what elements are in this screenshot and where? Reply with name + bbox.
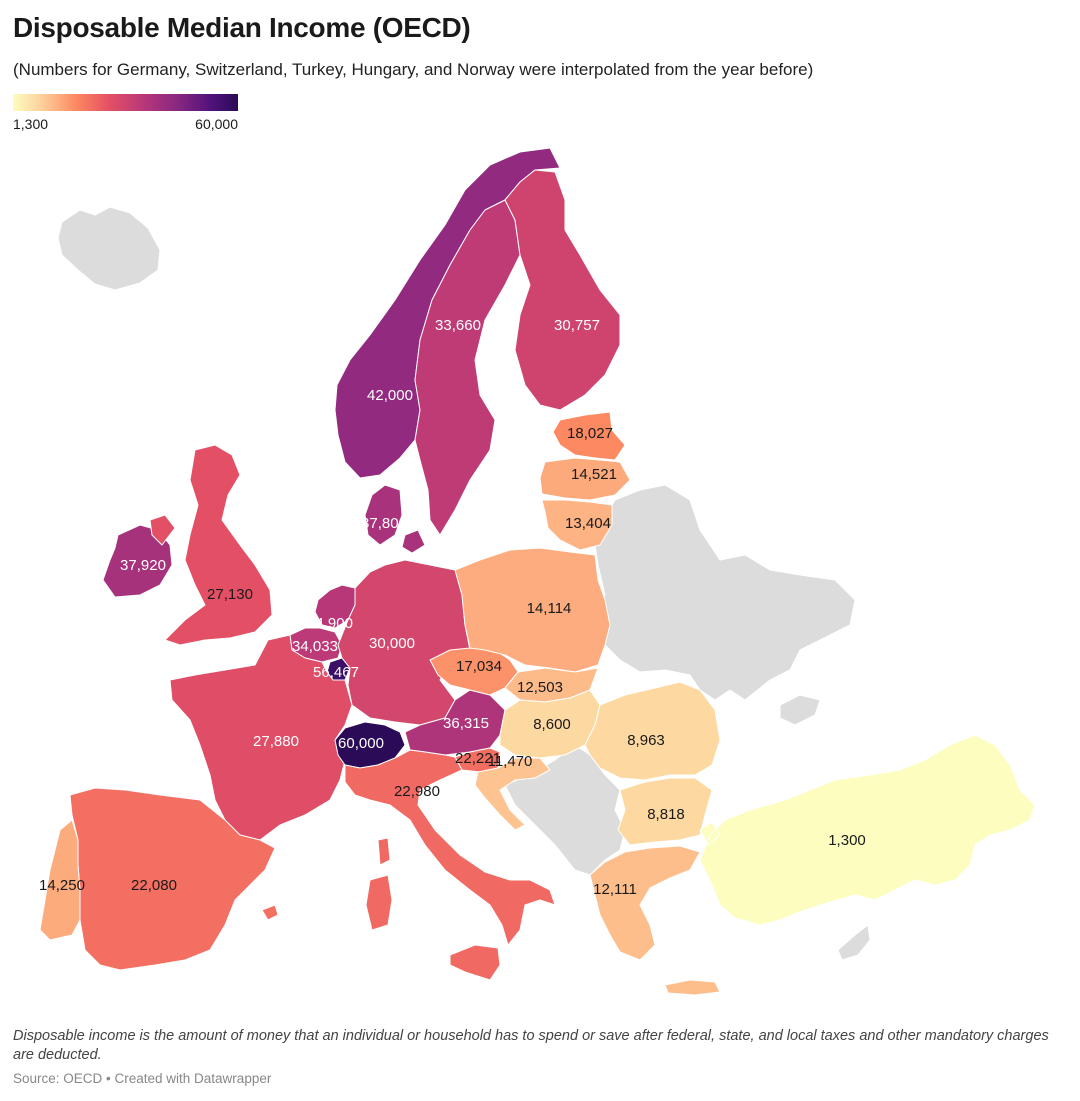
region-label-denmark: 37,800 bbox=[361, 515, 407, 532]
color-legend: 1,300 60,000 bbox=[13, 94, 238, 132]
region-greece[interactable] bbox=[589, 845, 721, 996]
region-label-portugal: 14,250 bbox=[39, 877, 85, 894]
region-label-slovakia: 12,503 bbox=[517, 679, 563, 696]
legend-gradient-bar bbox=[13, 94, 238, 111]
region-finland[interactable] bbox=[504, 169, 621, 411]
footnote: Disposable income is the amount of money… bbox=[13, 1028, 1049, 1063]
region-cyprus[interactable] bbox=[837, 924, 871, 961]
region-latvia[interactable] bbox=[552, 411, 626, 461]
region-label-latvia: 18,027 bbox=[567, 425, 613, 442]
region-romania[interactable] bbox=[584, 681, 721, 781]
region-italy[interactable] bbox=[344, 749, 556, 981]
region-turkey[interactable] bbox=[699, 734, 1036, 926]
region-label-germany: 30,000 bbox=[369, 635, 415, 652]
region-label-united-kingdom: 27,130 bbox=[207, 586, 253, 603]
region-label-croatia: 11,470 bbox=[488, 753, 533, 770]
europe-map: 42,000 33,660 30,757 18,027 14,521 13,40… bbox=[39, 147, 1036, 996]
region-label-italy: 22,980 bbox=[394, 783, 440, 800]
region-label-switzerland: 60,000 bbox=[338, 735, 384, 752]
region-label-austria: 36,315 bbox=[443, 715, 489, 732]
region-slovenia[interactable] bbox=[454, 747, 501, 773]
region-baltic-middle[interactable] bbox=[539, 457, 631, 501]
region-label-lithuania: 13,404 bbox=[565, 515, 611, 532]
legend-max-label: 60,000 bbox=[195, 116, 238, 132]
region-label-ireland: 37,920 bbox=[120, 557, 166, 574]
region-label-czechia: 17,034 bbox=[456, 658, 502, 675]
region-bulgaria[interactable] bbox=[617, 777, 713, 846]
region-label-turkey: 1,300 bbox=[828, 832, 866, 849]
chart-subtitle: (Numbers for Germany, Switzerland, Turke… bbox=[13, 60, 814, 79]
chart-title: Disposable Median Income (OECD) bbox=[13, 12, 471, 43]
region-label-luxembourg: 56,467 bbox=[313, 664, 359, 681]
legend-min-label: 1,300 bbox=[13, 116, 49, 132]
region-label-baltic-middle: 14,521 bbox=[571, 466, 617, 483]
region-crimea[interactable] bbox=[779, 694, 821, 726]
region-sweden[interactable] bbox=[414, 199, 521, 536]
region-label-romania: 8,963 bbox=[627, 732, 665, 749]
region-label-greece: 12,111 bbox=[593, 881, 637, 898]
region-label-france: 27,880 bbox=[253, 733, 299, 750]
region-label-finland: 30,757 bbox=[554, 317, 600, 334]
region-label-hungary: 8,600 bbox=[533, 716, 571, 733]
region-portugal[interactable] bbox=[39, 819, 81, 941]
region-poland[interactable] bbox=[454, 547, 611, 673]
region-label-norway: 42,000 bbox=[367, 387, 413, 404]
source-credit: Source: OECD • Created with Datawrapper bbox=[13, 1071, 272, 1086]
region-label-sweden: 33,660 bbox=[435, 317, 481, 334]
region-label-slovenia: 22,221 bbox=[455, 750, 501, 767]
region-label-netherlands: 34,900 bbox=[307, 615, 353, 632]
region-croatia[interactable] bbox=[474, 757, 551, 831]
region-label-poland: 14,114 bbox=[527, 600, 572, 617]
region-lithuania[interactable] bbox=[541, 499, 613, 551]
region-label-belgium: 34,033 bbox=[292, 638, 338, 655]
region-denmark[interactable] bbox=[364, 484, 426, 554]
region-united-kingdom[interactable] bbox=[149, 444, 273, 646]
region-labels: 42,000 33,660 30,757 18,027 14,521 13,40… bbox=[39, 317, 866, 898]
region-switzerland[interactable] bbox=[334, 721, 406, 769]
region-eastern-europe[interactable] bbox=[594, 484, 856, 701]
region-label-spain: 22,080 bbox=[131, 877, 177, 894]
region-label-bulgaria: 8,818 bbox=[647, 806, 685, 823]
region-iceland[interactable] bbox=[57, 206, 161, 291]
